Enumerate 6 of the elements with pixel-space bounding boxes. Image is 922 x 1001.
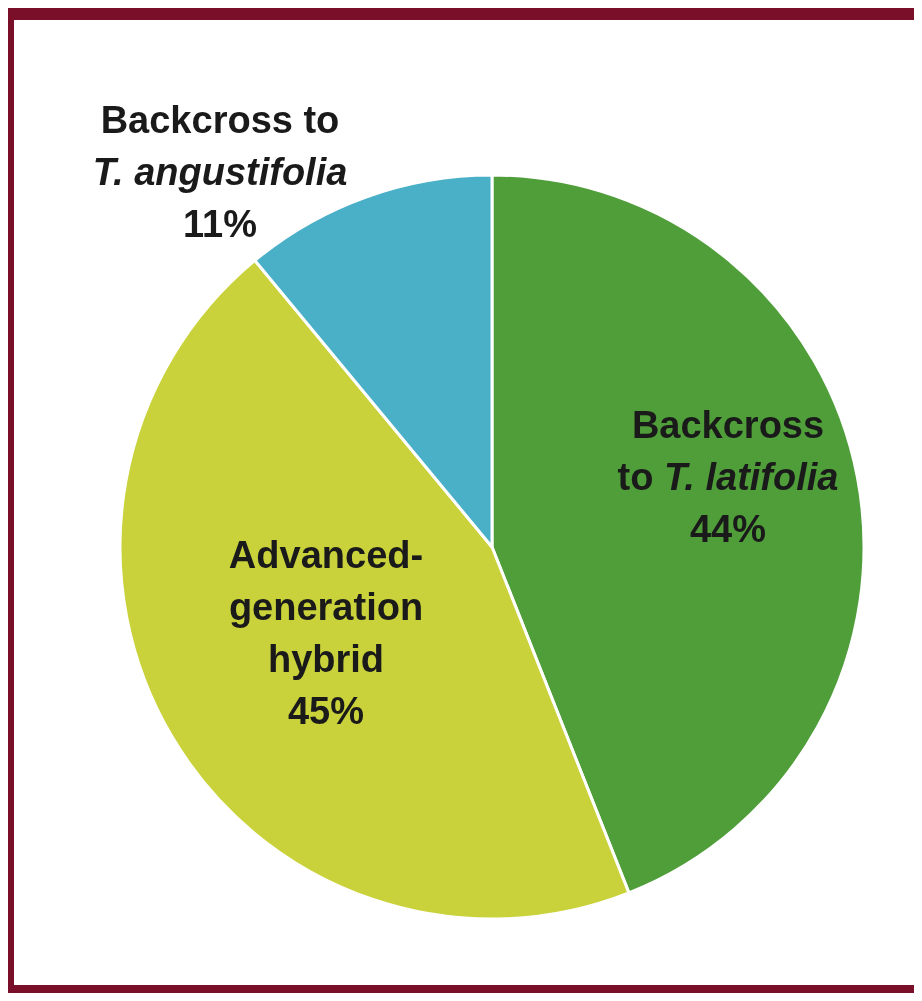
slice-label: Backcross to T. latifolia	[617, 404, 839, 498]
category-label: Backcross to T. angustifolia	[92, 99, 348, 193]
data-label: 11%	[183, 203, 257, 245]
data-label: 44%	[689, 508, 767, 550]
slice-label: Advanced-generation hybrid	[228, 534, 424, 680]
data-label: 45%	[287, 690, 365, 732]
